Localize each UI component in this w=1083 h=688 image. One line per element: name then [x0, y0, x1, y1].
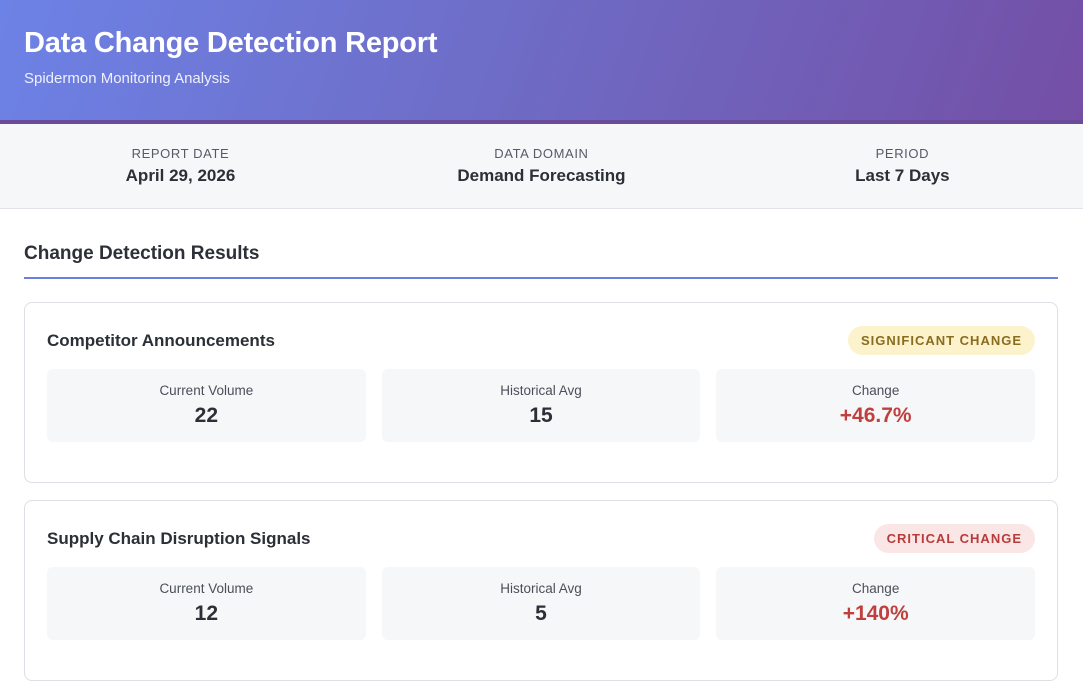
change-card-supply-chain-disruption-signals: Supply Chain Disruption Signals Critical…	[24, 500, 1058, 681]
report-subtitle: Spidermon Monitoring Analysis	[24, 70, 230, 87]
metric-current-volume: Current Volume 12	[47, 567, 366, 640]
metric-label: Change	[852, 383, 900, 398]
metric-change: Change +46.7%	[716, 369, 1036, 442]
report-content: Change Detection Results Competitor Anno…	[0, 243, 1083, 681]
metric-label: Historical Avg	[500, 581, 582, 596]
meta-data-domain: Data Domain Demand Forecasting	[361, 146, 722, 186]
report-header: Data Change Detection Report Spidermon M…	[0, 0, 1083, 124]
metric-value: 15	[529, 404, 553, 427]
metric-value: 12	[194, 602, 219, 625]
metric-label: Current Volume	[159, 383, 254, 398]
meta-value: Last 7 Days	[855, 166, 950, 185]
card-header: Supply Chain Disruption Signals Critical…	[47, 523, 1035, 554]
metric-current-volume: Current Volume 22	[47, 369, 366, 442]
metrics-row: Current Volume 22 Historical Avg 15 Chan…	[47, 369, 1036, 442]
metrics-row: Current Volume 12 Historical Avg 5 Chang…	[47, 567, 1036, 640]
meta-report-date: Report Date April 29, 2026	[0, 146, 361, 186]
change-card-competitor-announcements: Competitor Announcements Significant Cha…	[24, 302, 1058, 483]
section-title: Change Detection Results	[24, 243, 1058, 279]
meta-label: Report Date	[131, 146, 230, 161]
metric-value: +140%	[842, 602, 909, 625]
meta-value: April 29, 2026	[125, 166, 236, 185]
meta-label: Period	[875, 146, 930, 161]
report-meta-bar: Report Date April 29, 2026 Data Domain D…	[0, 124, 1083, 209]
metric-value: +46.7%	[839, 404, 912, 427]
metric-historical-avg: Historical Avg 15	[381, 369, 701, 442]
meta-value: Demand Forecasting	[457, 166, 626, 185]
meta-period: Period Last 7 Days	[722, 146, 1083, 186]
metric-value: 5	[535, 602, 547, 625]
metric-historical-avg: Historical Avg 5	[381, 567, 701, 640]
metric-label: Historical Avg	[500, 383, 582, 398]
metric-label: Current Volume	[159, 581, 254, 596]
card-title: Competitor Announcements	[47, 330, 275, 350]
metric-value: 22	[194, 404, 219, 427]
report-title: Data Change Detection Report	[24, 27, 438, 59]
status-badge: Critical Change	[873, 524, 1035, 553]
card-header: Competitor Announcements Significant Cha…	[47, 325, 1035, 356]
metric-change: Change +140%	[716, 567, 1036, 640]
status-badge: Significant Change	[848, 326, 1035, 355]
card-title: Supply Chain Disruption Signals	[47, 528, 311, 548]
metric-label: Change	[852, 581, 900, 596]
meta-label: Data Domain	[494, 146, 589, 161]
